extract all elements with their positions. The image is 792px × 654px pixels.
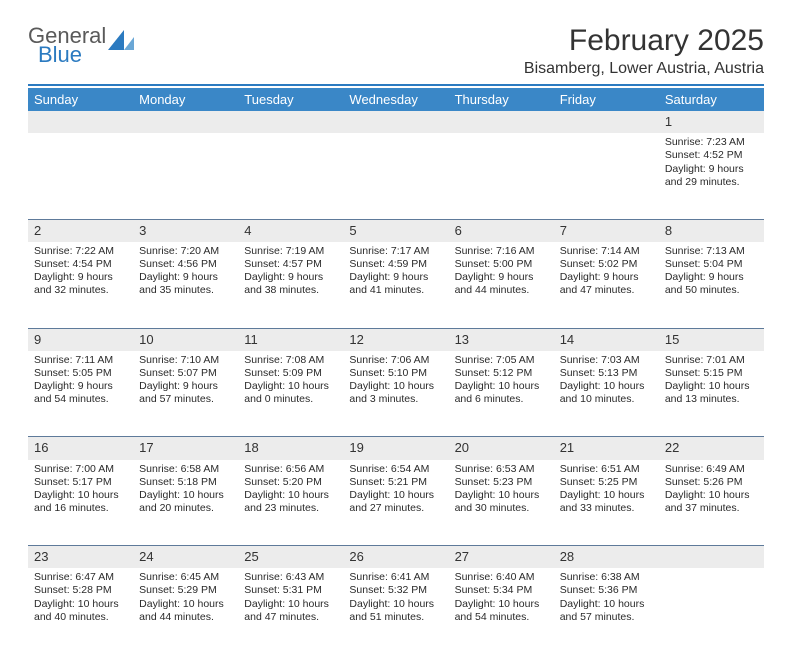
day-info-row: Sunrise: 7:00 AMSunset: 5:17 PMDaylight:… <box>28 460 764 546</box>
calendar-table: Sunday Monday Tuesday Wednesday Thursday… <box>28 88 764 654</box>
day-info-cell: Sunrise: 7:20 AMSunset: 4:56 PMDaylight:… <box>133 242 238 328</box>
day-info-cell: Sunrise: 7:17 AMSunset: 4:59 PMDaylight:… <box>343 242 448 328</box>
day-number-row: 16171819202122 <box>28 437 764 460</box>
day-number-cell: 9 <box>28 328 133 351</box>
day-info-cell: Sunrise: 6:47 AMSunset: 5:28 PMDaylight:… <box>28 568 133 654</box>
day-number-cell: 11 <box>238 328 343 351</box>
day-info-cell <box>238 133 343 219</box>
day-number-cell: 4 <box>238 219 343 242</box>
day-number-cell <box>449 111 554 133</box>
weekday-thu: Thursday <box>449 88 554 111</box>
location: Bisamberg, Lower Austria, Austria <box>524 60 764 78</box>
day-number-cell <box>133 111 238 133</box>
day-info-cell: Sunrise: 6:58 AMSunset: 5:18 PMDaylight:… <box>133 460 238 546</box>
day-info-cell: Sunrise: 7:08 AMSunset: 5:09 PMDaylight:… <box>238 351 343 437</box>
day-number-cell: 3 <box>133 219 238 242</box>
weekday-sat: Saturday <box>659 88 764 111</box>
day-number-row: 1 <box>28 111 764 133</box>
day-info-cell: Sunrise: 6:38 AMSunset: 5:36 PMDaylight:… <box>554 568 659 654</box>
day-number-row: 232425262728 <box>28 546 764 569</box>
day-info-cell: Sunrise: 6:43 AMSunset: 5:31 PMDaylight:… <box>238 568 343 654</box>
day-info-cell: Sunrise: 7:05 AMSunset: 5:12 PMDaylight:… <box>449 351 554 437</box>
header: General Blue February 2025 Bisamberg, Lo… <box>28 24 764 78</box>
day-number-cell: 14 <box>554 328 659 351</box>
day-info-cell <box>133 133 238 219</box>
weekday-sun: Sunday <box>28 88 133 111</box>
day-info-cell: Sunrise: 6:41 AMSunset: 5:32 PMDaylight:… <box>343 568 448 654</box>
day-info-row: Sunrise: 7:11 AMSunset: 5:05 PMDaylight:… <box>28 351 764 437</box>
day-info-cell: Sunrise: 7:01 AMSunset: 5:15 PMDaylight:… <box>659 351 764 437</box>
day-info-cell <box>659 568 764 654</box>
weekday-header-row: Sunday Monday Tuesday Wednesday Thursday… <box>28 88 764 111</box>
day-number-cell: 7 <box>554 219 659 242</box>
day-info-row: Sunrise: 7:22 AMSunset: 4:54 PMDaylight:… <box>28 242 764 328</box>
header-rule <box>28 84 764 86</box>
day-info-row: Sunrise: 6:47 AMSunset: 5:28 PMDaylight:… <box>28 568 764 654</box>
day-info-cell: Sunrise: 6:51 AMSunset: 5:25 PMDaylight:… <box>554 460 659 546</box>
day-info-cell: Sunrise: 7:23 AMSunset: 4:52 PMDaylight:… <box>659 133 764 219</box>
day-number-cell: 23 <box>28 546 133 569</box>
day-number-cell <box>554 111 659 133</box>
day-number-cell: 24 <box>133 546 238 569</box>
day-number-cell: 26 <box>343 546 448 569</box>
day-info-cell <box>449 133 554 219</box>
day-number-cell <box>238 111 343 133</box>
day-info-cell <box>28 133 133 219</box>
day-info-cell: Sunrise: 7:10 AMSunset: 5:07 PMDaylight:… <box>133 351 238 437</box>
day-info-cell: Sunrise: 7:11 AMSunset: 5:05 PMDaylight:… <box>28 351 133 437</box>
day-number-cell: 10 <box>133 328 238 351</box>
weekday-tue: Tuesday <box>238 88 343 111</box>
day-info-cell <box>554 133 659 219</box>
day-number-cell <box>343 111 448 133</box>
day-number-cell: 22 <box>659 437 764 460</box>
weekday-fri: Friday <box>554 88 659 111</box>
day-info-cell: Sunrise: 7:00 AMSunset: 5:17 PMDaylight:… <box>28 460 133 546</box>
day-info-row: Sunrise: 7:23 AMSunset: 4:52 PMDaylight:… <box>28 133 764 219</box>
day-number-row: 2345678 <box>28 219 764 242</box>
weekday-mon: Monday <box>133 88 238 111</box>
day-number-cell: 6 <box>449 219 554 242</box>
day-info-cell: Sunrise: 7:14 AMSunset: 5:02 PMDaylight:… <box>554 242 659 328</box>
day-info-cell <box>343 133 448 219</box>
day-info-cell: Sunrise: 7:03 AMSunset: 5:13 PMDaylight:… <box>554 351 659 437</box>
day-number-cell <box>28 111 133 133</box>
day-number-cell: 2 <box>28 219 133 242</box>
day-number-cell: 17 <box>133 437 238 460</box>
day-info-cell: Sunrise: 7:16 AMSunset: 5:00 PMDaylight:… <box>449 242 554 328</box>
day-info-cell: Sunrise: 7:19 AMSunset: 4:57 PMDaylight:… <box>238 242 343 328</box>
day-number-cell: 25 <box>238 546 343 569</box>
day-info-cell: Sunrise: 6:54 AMSunset: 5:21 PMDaylight:… <box>343 460 448 546</box>
day-number-row: 9101112131415 <box>28 328 764 351</box>
day-number-cell: 8 <box>659 219 764 242</box>
day-info-cell: Sunrise: 6:49 AMSunset: 5:26 PMDaylight:… <box>659 460 764 546</box>
day-number-cell: 16 <box>28 437 133 460</box>
logo: General Blue <box>28 24 134 66</box>
day-info-cell: Sunrise: 6:53 AMSunset: 5:23 PMDaylight:… <box>449 460 554 546</box>
day-number-cell: 13 <box>449 328 554 351</box>
day-number-cell: 28 <box>554 546 659 569</box>
day-info-cell: Sunrise: 7:22 AMSunset: 4:54 PMDaylight:… <box>28 242 133 328</box>
day-number-cell <box>659 546 764 569</box>
day-number-cell: 1 <box>659 111 764 133</box>
day-number-cell: 18 <box>238 437 343 460</box>
day-info-cell: Sunrise: 6:56 AMSunset: 5:20 PMDaylight:… <box>238 460 343 546</box>
day-number-cell: 20 <box>449 437 554 460</box>
day-number-cell: 21 <box>554 437 659 460</box>
day-number-cell: 15 <box>659 328 764 351</box>
day-number-cell: 27 <box>449 546 554 569</box>
day-info-cell: Sunrise: 7:06 AMSunset: 5:10 PMDaylight:… <box>343 351 448 437</box>
month-title: February 2025 <box>524 24 764 58</box>
day-info-cell: Sunrise: 6:40 AMSunset: 5:34 PMDaylight:… <box>449 568 554 654</box>
day-info-cell: Sunrise: 7:13 AMSunset: 5:04 PMDaylight:… <box>659 242 764 328</box>
day-number-cell: 5 <box>343 219 448 242</box>
day-number-cell: 12 <box>343 328 448 351</box>
day-number-cell: 19 <box>343 437 448 460</box>
logo-triangle-icon <box>108 30 134 50</box>
weekday-wed: Wednesday <box>343 88 448 111</box>
day-info-cell: Sunrise: 6:45 AMSunset: 5:29 PMDaylight:… <box>133 568 238 654</box>
